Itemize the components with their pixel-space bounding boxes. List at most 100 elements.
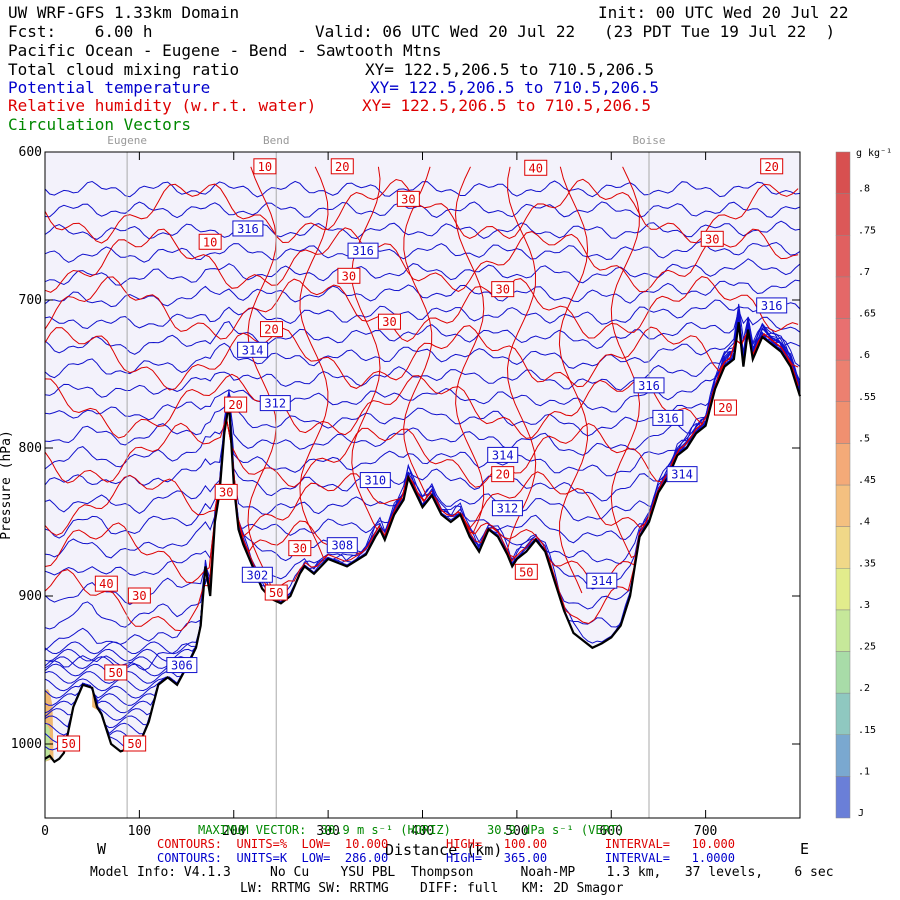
colorbar-swatch [835,651,851,694]
rh-label-box [264,584,288,601]
valid-time: Valid: 06 UTC Wed 20 Jul 22 (23 PDT Tue … [315,22,836,41]
rh-label: 10 [203,235,217,249]
colorbar-tick-label: .3 [858,600,870,611]
theta-contour [44,309,801,398]
colorbar-swatch [835,609,851,652]
theta-label-box [241,566,273,583]
colorbar-swatch [835,151,851,194]
y-tick-label: 800 [19,441,42,456]
rh-label-box [224,396,248,413]
rh-contour [506,166,537,562]
theta-label: 308 [331,539,353,553]
theta-contour-info: CONTOURS: UNITS=K LOW= 286.00 HIGH= 365.… [157,851,735,865]
cloud-shading [45,689,54,762]
rh-label: 50 [269,586,283,600]
rh-contour [403,166,433,503]
y-axis-label: Pressure (hPa) [0,430,14,540]
colorbar-swatch [835,568,851,611]
theta-label-box [491,500,523,517]
theta-contour [44,317,801,421]
theta-label-box [166,657,198,674]
rh-label-box [94,575,118,592]
theta-contour [44,180,801,198]
theta-label-box [347,242,379,259]
rh-contour [610,166,641,559]
rh-label-box [260,321,283,338]
atmosphere-fill [45,152,800,762]
theta-contour [44,311,801,539]
theta-contour [44,520,216,677]
theta-contour [44,520,216,699]
theta-contour [44,320,801,514]
cloud-shading-offshore [92,687,100,712]
rh-label-box [760,158,784,175]
x-axis-label: Distance (km) [385,841,503,859]
var-cloud-label: Total cloud mixing ratio [8,60,240,79]
theta-label-box [756,297,788,314]
theta-label-box [633,377,665,394]
colorbar-swatch [835,401,851,444]
var-theta-xy: XY= 122.5,206.5 to 710.5,206.5 [370,78,659,97]
rh-contour [299,166,329,559]
theta-label: 316 [657,411,679,425]
theta-contour [44,317,801,576]
theta-contour [44,520,216,714]
colorbar-swatch [835,193,851,236]
theta-contour [44,220,801,240]
region-label: Pacific Ocean - Eugene - Bend - Sawtooth… [8,41,442,60]
theta-contour [44,520,216,692]
var-rh-label: Relative humidity (w.r.t. water) [8,96,317,115]
rh-contour [454,166,485,535]
rh-label: 20 [495,468,509,482]
rh-label: 20 [228,398,242,412]
theta-label: 316 [237,222,259,236]
x-tick-label: 100 [128,824,151,839]
rh-label: 30 [705,232,719,246]
theta-contour [44,319,801,651]
rh-label: 30 [401,192,415,206]
theta-label-box [666,466,698,483]
max-vector-text: MAXIMUM VECTOR: 30.9 m s⁻¹ (HORIZ) 30.9 … [198,823,625,837]
theta-contour [44,520,216,743]
rh-label-box [396,190,420,207]
plot-background [45,152,800,818]
rh-contour [44,331,799,488]
theta-contour [44,303,801,379]
colorbar-swatch [835,526,851,569]
theta-label: 314 [671,468,693,482]
theta-contour [44,258,801,286]
theta-contour [44,314,801,630]
colorbar-tick-label: .2 [858,683,870,694]
rh-label: 30 [132,589,146,603]
rh-label: 20 [264,323,278,337]
rh-label-box [253,158,277,175]
theta-contour [44,520,216,670]
theta-contour [44,520,216,662]
rh-label: 30 [382,315,396,329]
rh-label-box [491,281,515,298]
theta-label: 302 [247,568,269,582]
theta-label: 316 [352,244,374,258]
init-time: Init: 00 UTC Wed 20 Jul 22 [598,3,849,22]
rh-label: 10 [258,160,272,174]
rh-label-box [123,735,147,752]
rh-label-box [700,230,724,247]
colorbar-swatch [835,484,851,527]
chart-title: UW WRF-GFS 1.33km Domain [8,3,240,22]
theta-contour [44,520,216,729]
theta-contour [44,520,216,736]
theta-contour [44,520,216,684]
colorbar-tick-label: .7 [858,267,870,278]
colorbar-tick-label: .55 [858,392,876,403]
theta-contour [44,315,801,446]
theta-label: 314 [591,574,613,588]
theta-label-box [259,395,291,412]
colorbar-swatch [835,318,851,361]
colorbar-swatch [835,276,851,319]
colorbar-tick-label: .65 [858,309,876,320]
west-label: W [97,840,107,858]
rh-label: 40 [99,577,113,591]
rh-contour [44,178,799,244]
x-tick-label: 0 [41,824,49,839]
theta-contour [44,312,801,470]
